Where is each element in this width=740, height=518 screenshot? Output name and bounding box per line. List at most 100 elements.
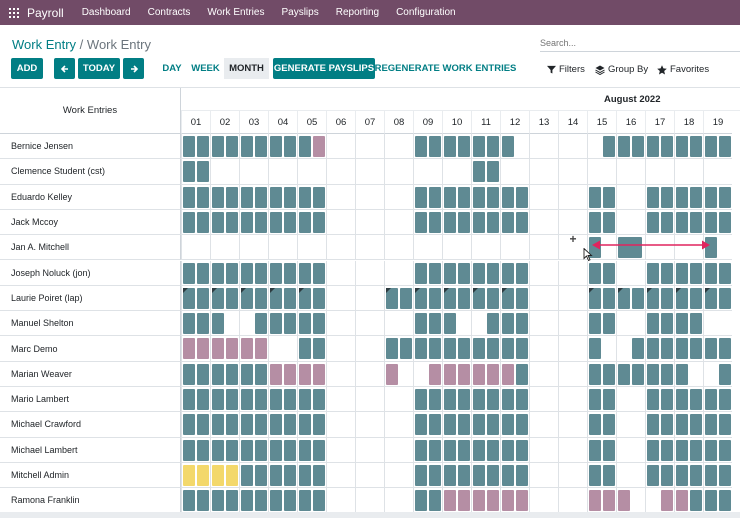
gantt-cell[interactable] bbox=[413, 361, 442, 387]
work-entry-bar[interactable] bbox=[676, 439, 688, 461]
work-entry-bar[interactable] bbox=[255, 439, 267, 461]
work-entry-bar[interactable] bbox=[719, 464, 731, 486]
work-entry-bar[interactable] bbox=[603, 414, 615, 436]
work-entry-bar[interactable] bbox=[444, 287, 456, 309]
gantt-cell[interactable] bbox=[181, 184, 210, 210]
gantt-cell[interactable] bbox=[239, 159, 268, 185]
work-entry-bar[interactable] bbox=[705, 211, 717, 233]
gantt-cell[interactable] bbox=[384, 336, 413, 362]
gantt-cell[interactable] bbox=[181, 311, 210, 337]
work-entry-bar[interactable] bbox=[429, 414, 441, 436]
gantt-cell[interactable] bbox=[587, 159, 616, 185]
work-entry-bar[interactable] bbox=[241, 490, 253, 512]
work-entry-bar[interactable] bbox=[299, 262, 311, 284]
gantt-cell[interactable] bbox=[645, 412, 674, 438]
work-entry-bar[interactable] bbox=[386, 363, 398, 385]
work-entry-bar[interactable] bbox=[647, 414, 659, 436]
gantt-cell[interactable] bbox=[268, 134, 297, 160]
work-entry-bar[interactable] bbox=[589, 211, 601, 233]
work-entry-bar[interactable] bbox=[400, 287, 412, 309]
gantt-cell[interactable] bbox=[587, 336, 616, 362]
gantt-cell[interactable] bbox=[471, 285, 500, 312]
work-entry-bar[interactable] bbox=[255, 414, 267, 436]
work-entry-bar[interactable] bbox=[299, 287, 311, 309]
work-entry-bar[interactable] bbox=[618, 363, 630, 385]
work-entry-bar[interactable] bbox=[719, 338, 731, 360]
work-entry-bar[interactable] bbox=[226, 439, 238, 461]
gantt-cell[interactable] bbox=[529, 260, 558, 286]
gantt-cell[interactable] bbox=[384, 184, 413, 210]
work-entry-bar[interactable] bbox=[255, 490, 267, 512]
gantt-cell[interactable] bbox=[297, 336, 326, 362]
gantt-cell[interactable] bbox=[616, 311, 645, 337]
gantt-cell[interactable] bbox=[326, 437, 355, 463]
gantt-cell[interactable] bbox=[674, 159, 703, 185]
work-entry-bar[interactable] bbox=[212, 414, 224, 436]
gantt-cell[interactable] bbox=[326, 159, 355, 185]
work-entry-bar[interactable] bbox=[603, 287, 615, 309]
work-entry-bar[interactable] bbox=[676, 464, 688, 486]
gantt-cell[interactable] bbox=[442, 260, 471, 286]
gantt-cell[interactable] bbox=[210, 134, 239, 160]
employee-row-label[interactable]: Clemence Student (cst) bbox=[0, 159, 181, 185]
work-entry-bar[interactable] bbox=[415, 490, 427, 512]
gantt-cell[interactable] bbox=[616, 209, 645, 236]
gantt-cell[interactable] bbox=[703, 134, 732, 160]
gantt-cell[interactable] bbox=[326, 488, 355, 514]
work-entry-bar[interactable] bbox=[502, 287, 514, 309]
gantt-cell[interactable] bbox=[500, 336, 529, 362]
gantt-cell[interactable] bbox=[500, 260, 529, 286]
gantt-cell[interactable] bbox=[355, 336, 384, 362]
work-entry-bar[interactable] bbox=[603, 389, 615, 410]
menu-work-entries[interactable]: Work Entries bbox=[207, 7, 265, 18]
gantt-cell[interactable] bbox=[210, 336, 239, 362]
gantt-cell[interactable] bbox=[239, 361, 268, 387]
gantt-cell[interactable] bbox=[239, 260, 268, 286]
gantt-cell[interactable] bbox=[413, 387, 442, 413]
work-entry-bar[interactable] bbox=[212, 211, 224, 233]
work-entry-bar[interactable] bbox=[487, 363, 499, 385]
work-entry-bar[interactable] bbox=[226, 211, 238, 233]
gantt-cell[interactable] bbox=[268, 184, 297, 210]
work-entry-bar[interactable] bbox=[487, 490, 499, 512]
gantt-cell[interactable] bbox=[413, 184, 442, 210]
gantt-cell[interactable] bbox=[210, 184, 239, 210]
work-entry-bar[interactable] bbox=[487, 186, 499, 208]
gantt-cell[interactable] bbox=[587, 462, 616, 489]
gantt-cell[interactable] bbox=[500, 184, 529, 210]
gantt-cell[interactable] bbox=[181, 235, 210, 261]
work-entry-bar[interactable] bbox=[502, 490, 514, 512]
work-entry-bar[interactable] bbox=[516, 464, 528, 486]
gantt-cell[interactable] bbox=[326, 412, 355, 438]
work-entry-bar[interactable] bbox=[183, 414, 195, 436]
regenerate-work-entries-button[interactable]: REGENERATE WORK ENTRIES bbox=[374, 63, 517, 74]
work-entry-bar[interactable] bbox=[183, 262, 195, 284]
work-entry-bar[interactable] bbox=[618, 490, 630, 512]
work-entry-bar[interactable] bbox=[183, 490, 195, 512]
gantt-cell[interactable] bbox=[210, 437, 239, 463]
work-entry-bar[interactable] bbox=[589, 262, 601, 284]
work-entry-bar[interactable] bbox=[415, 262, 427, 284]
work-entry-bar[interactable] bbox=[197, 262, 209, 284]
work-entry-bar[interactable] bbox=[676, 490, 688, 512]
work-entry-bar[interactable] bbox=[429, 490, 441, 512]
gantt-cell[interactable] bbox=[471, 437, 500, 463]
gantt-cell[interactable] bbox=[674, 134, 703, 160]
work-entry-bar[interactable] bbox=[647, 313, 659, 335]
work-entry-bar[interactable] bbox=[632, 136, 644, 157]
gantt-cell[interactable] bbox=[268, 285, 297, 312]
work-entry-bar[interactable] bbox=[603, 262, 615, 284]
search-input[interactable] bbox=[540, 35, 730, 50]
employee-row-label[interactable]: Michael Lambert bbox=[0, 437, 181, 463]
work-entry-bar[interactable] bbox=[473, 211, 485, 233]
work-entry-bar[interactable] bbox=[661, 338, 673, 360]
work-entry-bar[interactable] bbox=[473, 490, 485, 512]
work-entry-bar[interactable] bbox=[429, 363, 441, 385]
gantt-cell[interactable] bbox=[500, 209, 529, 236]
gantt-cell[interactable] bbox=[210, 235, 239, 261]
gantt-cell[interactable] bbox=[268, 462, 297, 489]
work-entry-bar[interactable] bbox=[589, 490, 601, 512]
work-entry-bar[interactable] bbox=[415, 211, 427, 233]
work-entry-bar[interactable] bbox=[589, 313, 601, 335]
work-entry-bar[interactable] bbox=[183, 389, 195, 410]
